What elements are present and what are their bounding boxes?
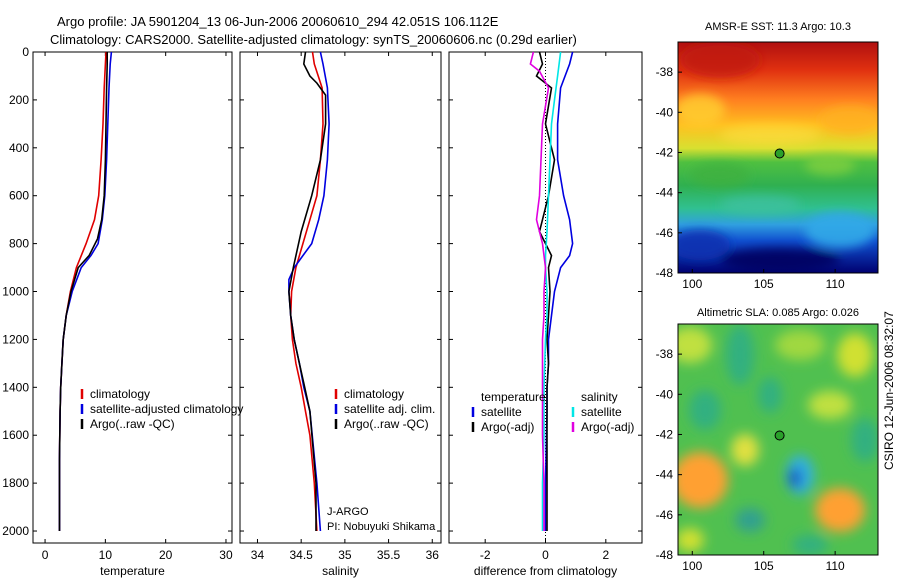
sst-map-title: AMSR-E SST: 11.3 Argo: 10.3 [705,21,851,33]
difference-xtick-label: 0 [542,548,549,562]
temperature-xtick-label: 0 [42,548,49,562]
temperature-xlabel: temperature [100,564,165,578]
temperature-xtick-label: 30 [219,548,233,562]
sst-map-xtick-label: 105 [754,277,774,291]
sst-heatmap [678,42,878,273]
difference-series-3-line [529,51,550,531]
salinity-xtick-label: 36 [426,548,440,562]
sst-map-axes: 100 105 110 -38 -40 -42 -44 -46 -48 [656,41,879,291]
depth-tick-label: 1600 [2,428,29,442]
depth-tick-label: 2000 [2,524,29,538]
salinity-xtick-label: 34 [251,548,265,562]
difference-series-1-line [535,51,556,531]
depth-tick-label: 200 [9,93,29,107]
figure-title-line1: Argo profile: JA 5901204_13 06-Jun-2006 … [57,14,499,29]
depth-tick-label: 0 [22,45,29,59]
difference-profile-chart: -2 0 2 difference from climatology temperatu… [448,51,643,578]
credit-line2: PI: Nobuyuki Shikama [327,521,436,533]
temperature-profile-chart: 0 10 20 30 0 200 400 600 800 1000 1200 1400 1600 1800… [2,45,243,578]
sla-map-ytick-label: -44 [656,468,674,482]
sla-map-axes: 100 105 110 -38 -40 -42 -44 -46 -48 [656,323,879,573]
sla-map-xtick-label: 105 [754,559,774,573]
sla-map-ytick-label: -40 [656,387,674,401]
sla-map-ytick-label: -38 [656,347,674,361]
difference-legend-header: salinity [581,390,618,404]
sla-map-argo-marker [774,430,785,441]
temperature-xtick-label: 20 [159,548,173,562]
figure-title-line2: Climatology: CARS2000. Satellite-adjuste… [50,32,577,47]
temperature-legend-label: satellite-adjusted climatology [90,402,243,416]
sla-map-xtick-label: 110 [826,559,845,573]
sst-map-frame [677,41,879,274]
salinity-profile-chart: 34 34.5 35 35.5 36 salinity climatologysatelli… [239,51,442,578]
sla-map-ytick-label: -46 [656,508,674,522]
sla-map: Altimetric SLA: 0.085 Argo: 0.026 [678,307,878,555]
salinity-legend-label: climatology [344,387,404,401]
depth-tick-label: 1400 [2,380,29,394]
difference-xtick-label: 2 [602,548,609,562]
sla-map-xtick-label: 100 [682,559,702,573]
temperature-xtick-label: 10 [99,548,113,562]
difference-legend-label: satellite [581,405,622,419]
sla-map-title: Altimetric SLA: 0.085 Argo: 0.026 [697,307,859,319]
sst-map-ytick-label: -42 [656,145,674,159]
temperature-series-2-line [58,52,108,531]
sst-map-argo-marker [774,148,785,159]
sst-map: AMSR-E SST: 11.3 Argo: 10.3 [678,21,878,273]
salinity-series-1-line [288,51,330,532]
temperature-axes-box [32,51,233,544]
sst-map-ytick-label: -38 [656,65,674,79]
salinity-axes-box [239,51,442,544]
depth-tick-label: 1800 [2,476,29,490]
depth-tick-label: 1200 [2,332,29,346]
salinity-xtick-label: 34.5 [289,548,313,562]
depth-tick-label: 600 [9,189,29,203]
side-label: CSIRO 12-Jun-2006 08:32:07 [882,311,896,470]
depth-tick-label: 1000 [2,285,29,299]
difference-legend-header: temperature [481,390,546,404]
difference-legend-label: Argo(-adj) [581,420,634,434]
sst-map-xtick-label: 110 [826,277,845,291]
salinity-series-0-line [289,51,324,532]
sst-map-xtick-label: 100 [682,277,702,291]
sst-map-ytick-label: -48 [656,266,674,280]
salinity-series-2-line [288,51,327,531]
depth-tick-label: 800 [9,237,29,251]
difference-legend-label: satellite [481,405,522,419]
difference-xtick-label: -2 [480,548,491,562]
sst-map-ytick-label: -46 [656,226,674,240]
sla-heatmap [678,324,878,555]
salinity-xtick-label: 35 [338,548,352,562]
sla-map-ytick-label: -42 [656,427,674,441]
difference-legend-label: Argo(-adj) [481,420,534,434]
salinity-legend-label: satellite adj. clim. [344,402,435,416]
salinity-legend-label: Argo(..raw -QC) [344,417,429,431]
depth-tick-label: 400 [9,141,29,155]
temperature-legend-label: climatology [90,387,150,401]
sla-map-ytick-label: -48 [656,548,674,562]
sla-map-frame [677,323,879,556]
sst-map-ytick-label: -44 [656,186,674,200]
difference-xlabel: difference from climatology [474,564,617,578]
sst-map-ytick-label: -40 [656,105,674,119]
temperature-legend-label: Argo(..raw -QC) [90,417,175,431]
salinity-xtick-label: 35.5 [377,548,401,562]
salinity-xlabel: salinity [322,564,359,578]
credit-line1: J-ARGO [327,506,369,518]
temperature-series-0-line [58,51,107,531]
